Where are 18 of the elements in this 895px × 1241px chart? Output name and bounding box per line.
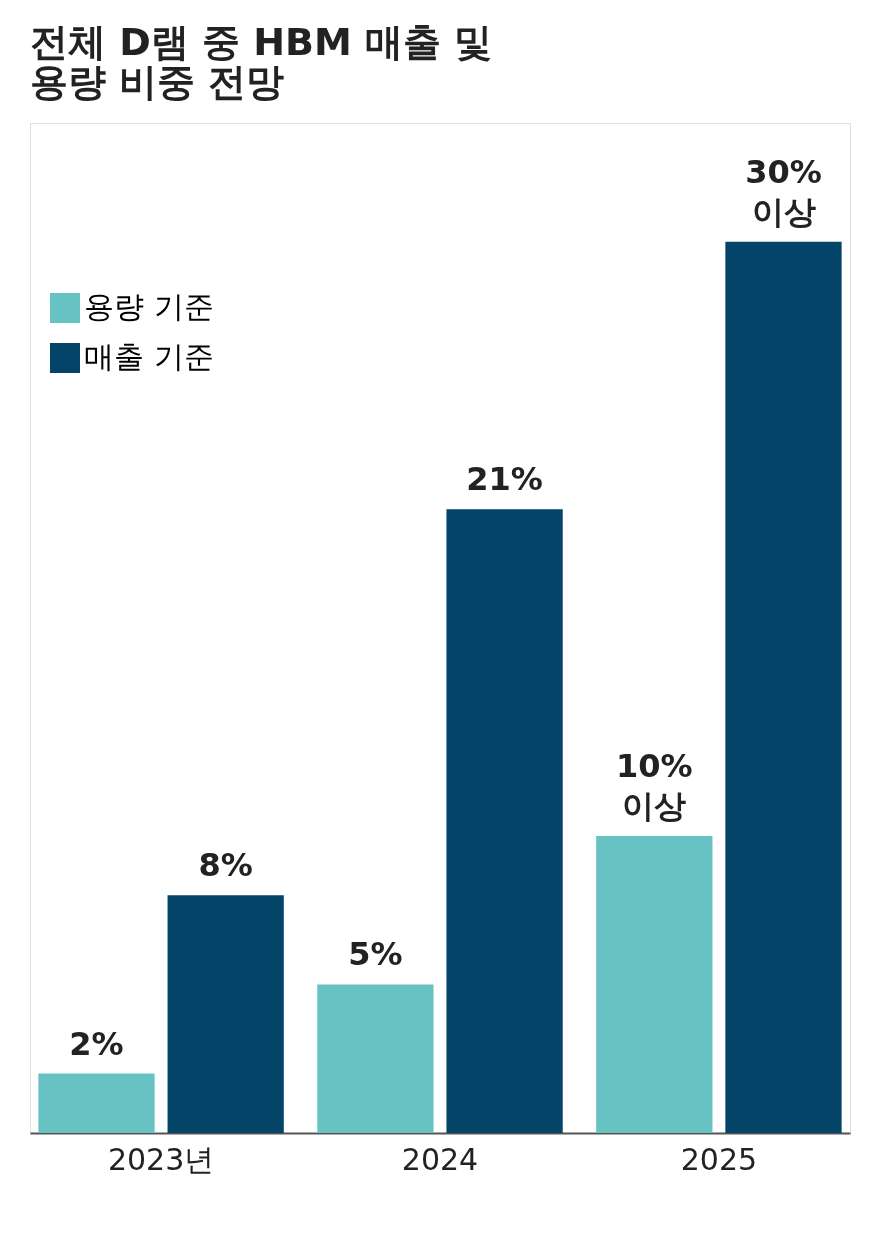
data-label: 10% 이상: [616, 746, 693, 825]
data-label: 30% 이상: [745, 152, 822, 231]
legend-label: 용량 기준: [84, 289, 214, 324]
bar: [596, 835, 713, 1133]
bar: [38, 1073, 155, 1133]
x-tick-label: 2024: [401, 1141, 479, 1177]
bar: [446, 509, 563, 1133]
data-label: 2%: [69, 1024, 124, 1063]
chart-title: 전체 D램 중 HBM 매출 및 용량 비중 전망: [30, 20, 493, 104]
x-tick-label: 2023년: [107, 1141, 215, 1177]
data-label: 8%: [198, 846, 253, 885]
data-label: 21%: [466, 460, 543, 499]
bar: [725, 241, 842, 1133]
bar: [167, 895, 284, 1133]
bar: [317, 984, 434, 1133]
x-tick-label: 2025: [680, 1141, 758, 1177]
legend-label: 매출 기준: [84, 339, 214, 374]
data-label: 5%: [348, 935, 403, 974]
